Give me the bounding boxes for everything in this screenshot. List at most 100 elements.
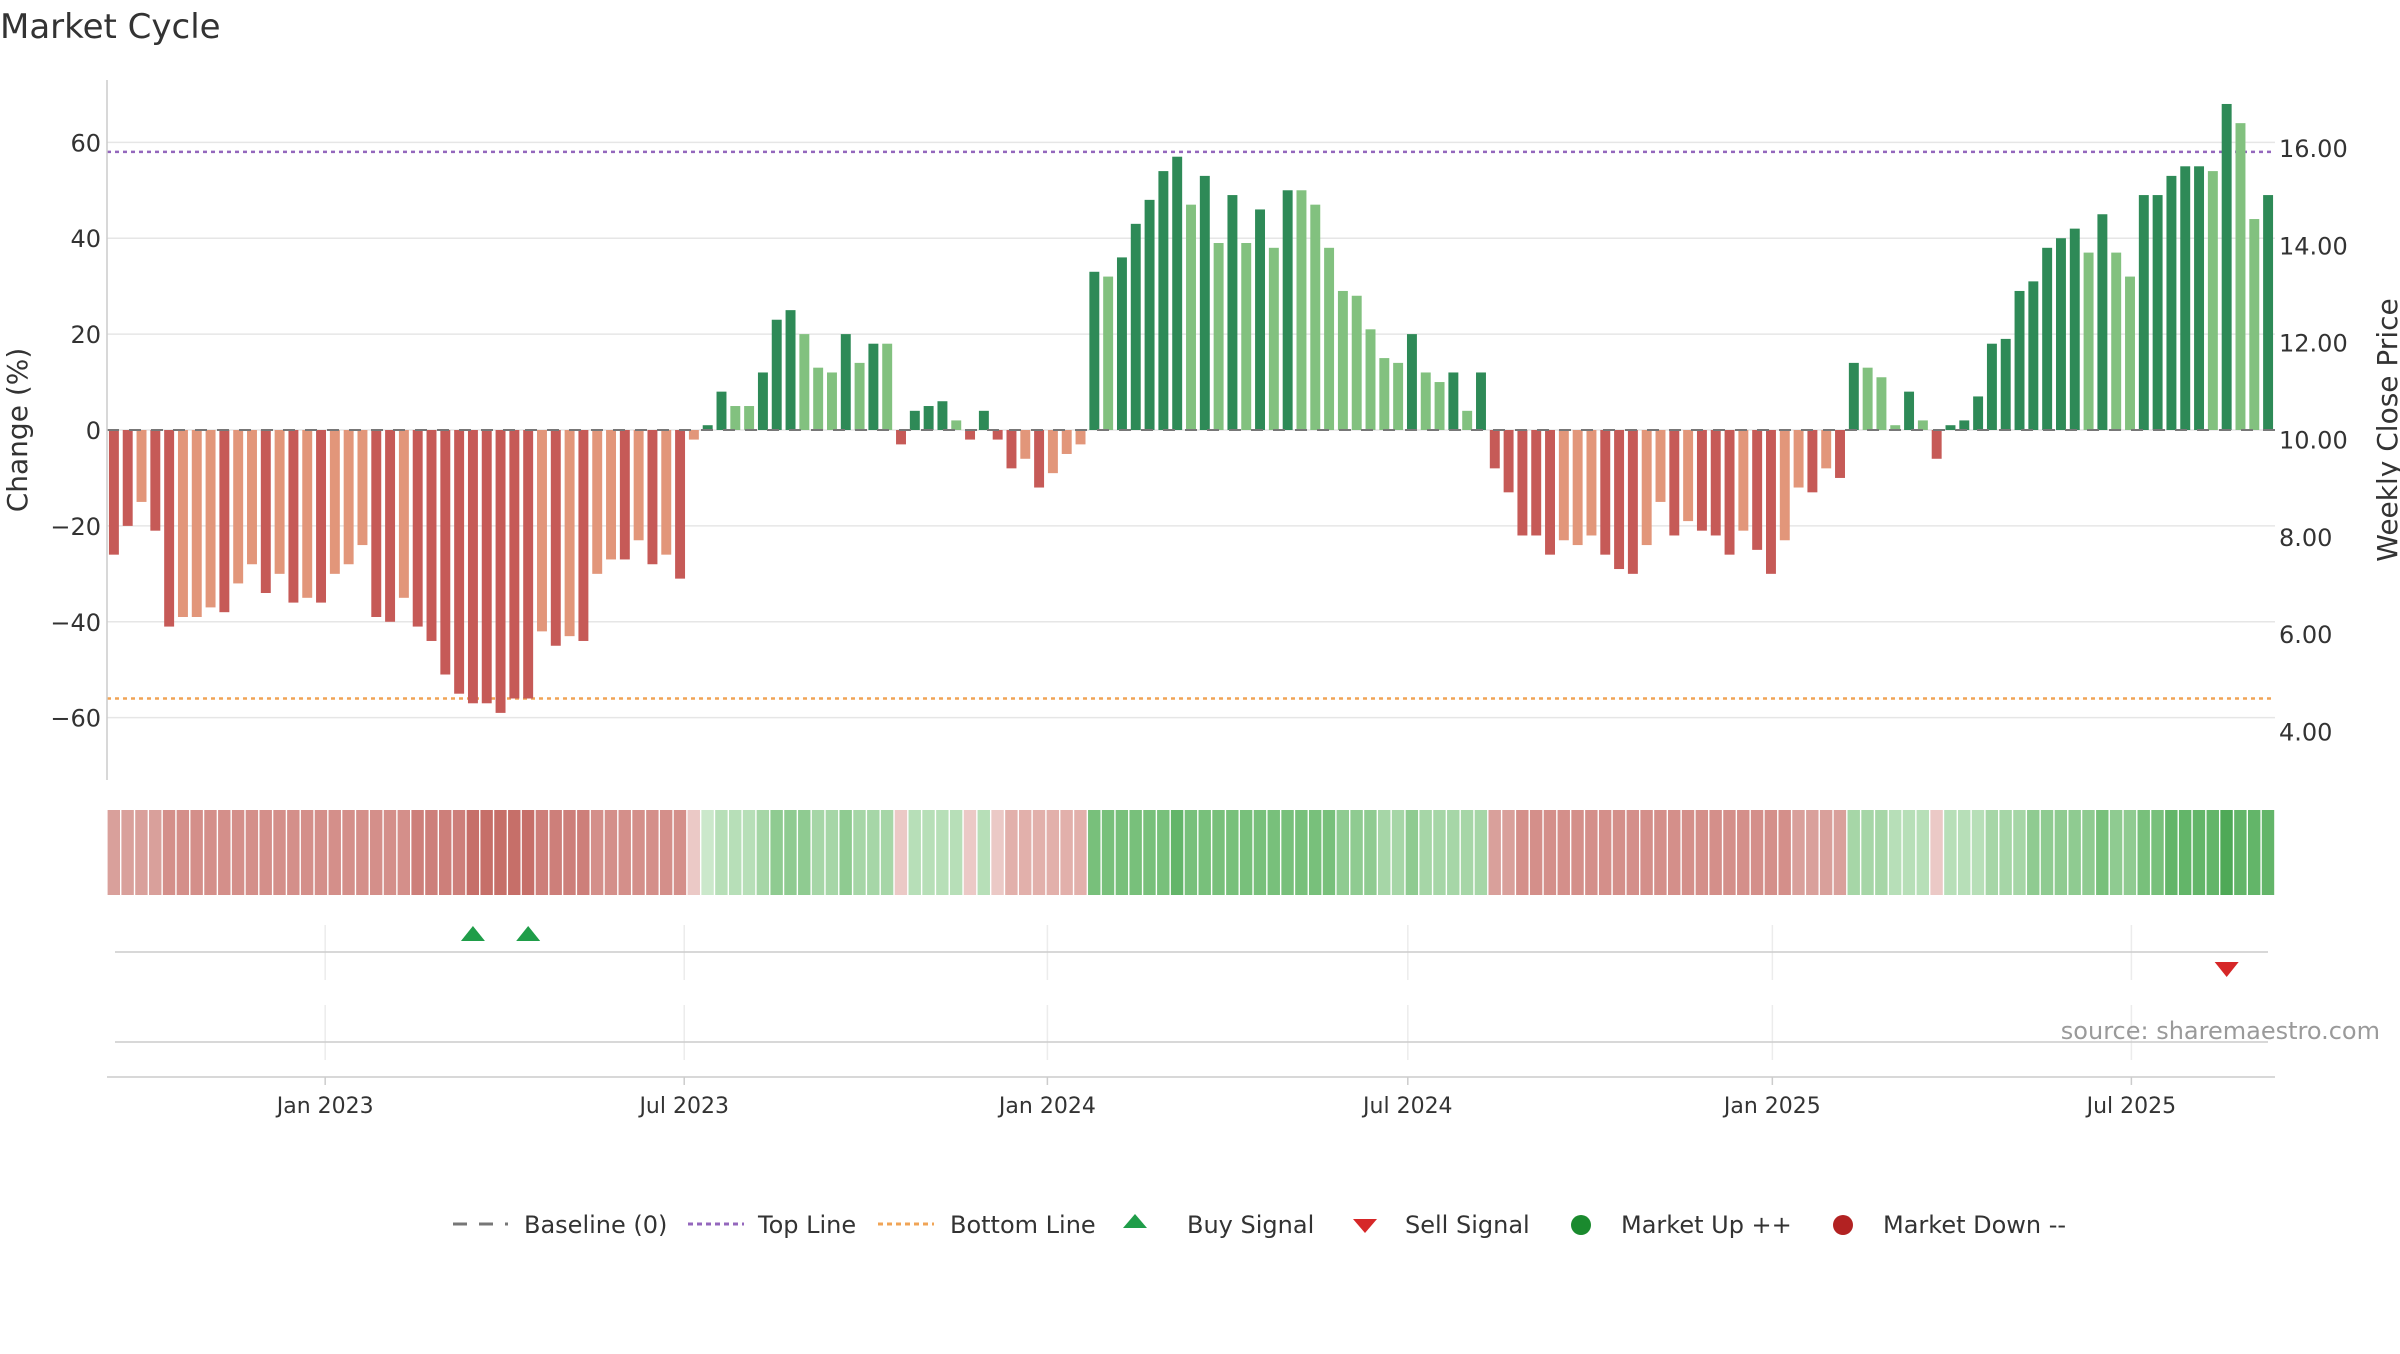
heat-strip-cell bbox=[1833, 810, 1847, 895]
heat-strip-cell bbox=[190, 810, 203, 895]
bar bbox=[633, 430, 644, 541]
heat-strip-cell bbox=[1764, 810, 1778, 895]
heat-strip-cell bbox=[1281, 810, 1294, 895]
heat-strip-cell bbox=[162, 810, 176, 895]
bar bbox=[827, 372, 837, 430]
bar bbox=[1890, 425, 1901, 430]
bar bbox=[467, 430, 478, 704]
heat-strip-cell bbox=[1046, 810, 1060, 895]
bar bbox=[1020, 430, 1031, 459]
heat-strip-cell bbox=[646, 810, 659, 895]
bar bbox=[177, 430, 188, 617]
heat-strip-cell bbox=[369, 810, 383, 895]
bar bbox=[1268, 247, 1279, 430]
heat-strip-cell bbox=[1405, 810, 1419, 895]
heat-strip-cell bbox=[218, 810, 231, 895]
heat-strip-cell bbox=[1695, 810, 1709, 895]
bar bbox=[1669, 430, 1680, 536]
y-axis-label: Change (%) bbox=[1, 348, 34, 513]
heat-strip-cell bbox=[1709, 810, 1722, 895]
bar bbox=[1393, 362, 1404, 430]
heat-strip-cell bbox=[2096, 810, 2109, 895]
bar bbox=[398, 430, 409, 598]
bar bbox=[2194, 166, 2205, 431]
bar bbox=[1862, 367, 1873, 430]
legend-market-down-icon bbox=[1833, 1215, 1853, 1235]
bar bbox=[1075, 430, 1086, 445]
heat-strip-cell bbox=[1971, 810, 1985, 895]
x-tick-label: Jan 2024 bbox=[997, 1094, 1096, 1119]
bar bbox=[302, 430, 313, 598]
bar bbox=[1476, 372, 1486, 430]
heat-strip-cell bbox=[2247, 810, 2261, 895]
bar bbox=[1503, 430, 1514, 493]
heat-strip-cell bbox=[1115, 810, 1129, 895]
heat-strip-cell bbox=[1585, 810, 1598, 895]
y-tick-label: −40 bbox=[50, 609, 101, 637]
bar bbox=[1103, 276, 1114, 430]
bar bbox=[2125, 276, 2135, 430]
heat-strip-cell bbox=[811, 810, 825, 895]
heat-strip-cell bbox=[480, 810, 493, 895]
heat-strip-cell bbox=[2165, 810, 2178, 895]
bar bbox=[440, 430, 451, 675]
heat-strip-cell bbox=[300, 810, 314, 895]
bar bbox=[1420, 372, 1431, 430]
heat-strip-cell bbox=[784, 810, 797, 895]
x-tick-label: Jul 2023 bbox=[637, 1094, 729, 1119]
bar bbox=[2028, 281, 2039, 430]
heat-strip-cell bbox=[2261, 810, 2275, 895]
bar bbox=[854, 362, 865, 430]
legend-market-up-icon bbox=[1571, 1215, 1591, 1235]
heat-strip-cell bbox=[963, 810, 977, 895]
bar bbox=[1572, 430, 1583, 546]
bar bbox=[592, 430, 603, 574]
y2-axis-label: Weekly Close Price bbox=[2371, 298, 2400, 561]
legend-buy-signal-icon bbox=[1123, 1214, 1147, 1228]
buy-signal-marker bbox=[460, 926, 485, 941]
bar bbox=[1241, 243, 1252, 430]
heat-strip-cell bbox=[1930, 810, 1943, 895]
bar bbox=[1807, 430, 1818, 493]
heat-strip-cell bbox=[659, 810, 673, 895]
signal-panels bbox=[115, 925, 2268, 1060]
bar bbox=[606, 430, 616, 560]
bar bbox=[1531, 430, 1542, 536]
heat-strip-cell bbox=[1378, 810, 1391, 895]
heat-strip-cell bbox=[1723, 810, 1736, 895]
heat-strip-cell bbox=[2068, 810, 2081, 895]
heat-strip-cell bbox=[314, 810, 328, 895]
bar bbox=[274, 430, 285, 574]
heat-strip-cell bbox=[949, 810, 963, 895]
bar bbox=[896, 430, 906, 445]
y2-tick-label: 16.00 bbox=[2279, 135, 2348, 163]
heat-strip-cell bbox=[1295, 810, 1308, 895]
heat-strip-cell bbox=[1060, 810, 1073, 895]
heat-strip-cell bbox=[231, 810, 245, 895]
heat-strip-cell bbox=[1792, 810, 1805, 895]
x-tick-label: Jul 2025 bbox=[2085, 1094, 2177, 1119]
y-tick-label: 0 bbox=[86, 417, 101, 445]
bar bbox=[247, 430, 257, 565]
bar bbox=[343, 430, 354, 565]
heat-strip-cell bbox=[1018, 810, 1032, 895]
heat-strip-cell bbox=[2151, 810, 2164, 895]
bar bbox=[2207, 171, 2218, 430]
heat-strip-cell bbox=[1654, 810, 1667, 895]
heat-strip-cell bbox=[1875, 810, 1888, 895]
heat-strip-cell bbox=[2178, 810, 2192, 895]
heat-strip-cell bbox=[452, 810, 466, 895]
bar bbox=[2138, 195, 2149, 430]
y-tick-labels: 60 40 20 0 −20 −40 −60 bbox=[50, 129, 101, 732]
legend-baseline-label: Baseline (0) bbox=[524, 1211, 667, 1239]
bar bbox=[1779, 430, 1790, 541]
bar bbox=[1172, 156, 1183, 430]
heat-strip-cell bbox=[1308, 810, 1322, 895]
x-tick-label: Jan 2025 bbox=[1722, 1094, 1821, 1119]
x-tick-label: Jan 2023 bbox=[275, 1094, 374, 1119]
y2-tick-label: 10.00 bbox=[2279, 427, 2348, 455]
heat-strip-cell bbox=[121, 810, 134, 895]
legend-sell-signal-icon bbox=[1353, 1219, 1377, 1233]
bar bbox=[1835, 430, 1845, 478]
bar bbox=[426, 430, 437, 641]
